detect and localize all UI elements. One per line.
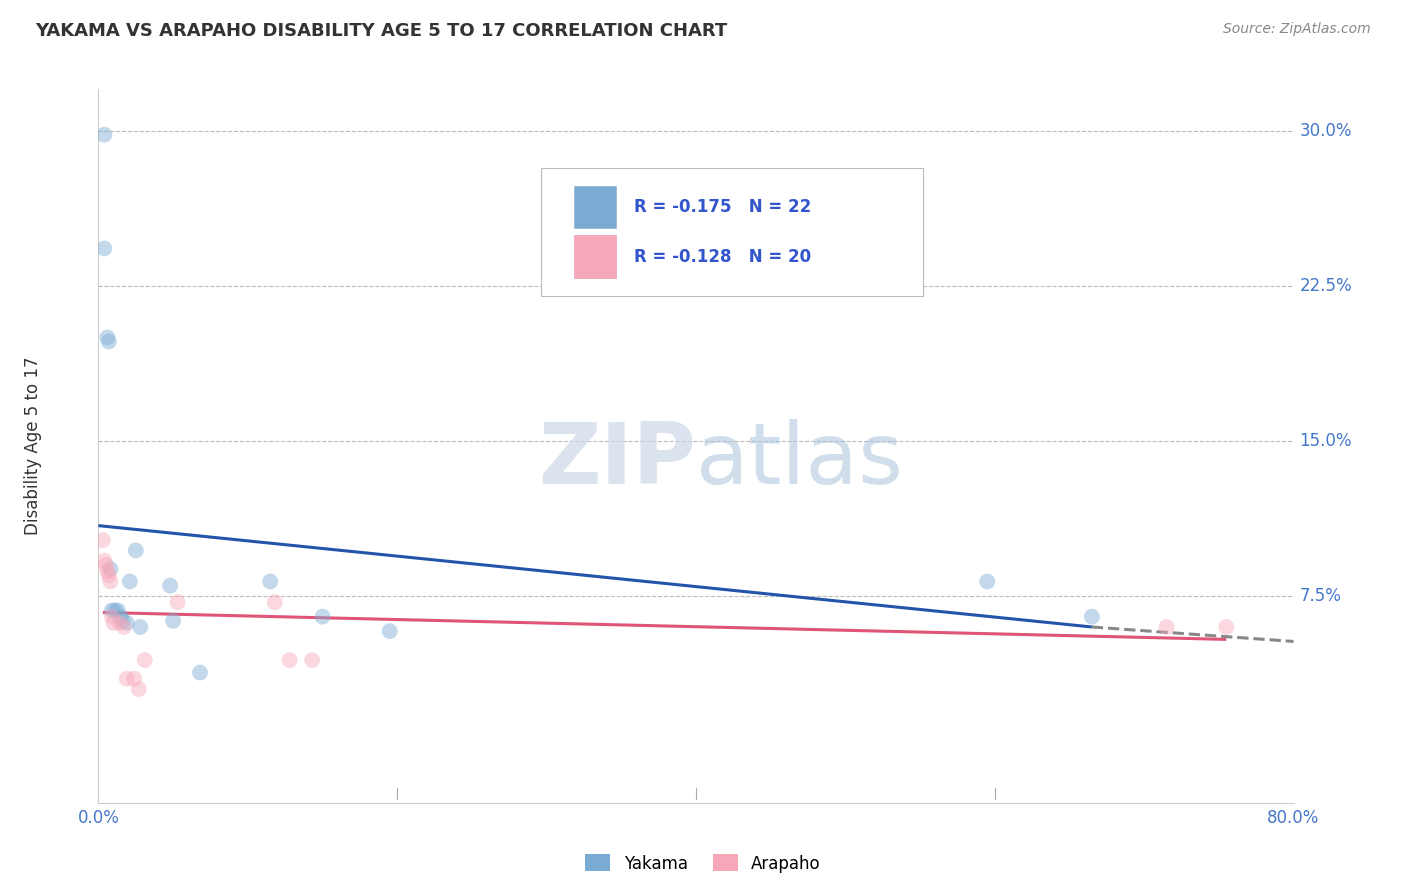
FancyBboxPatch shape [574, 235, 616, 278]
Point [259, 574, 281, 589]
Point [112, 620, 135, 634]
Text: atlas: atlas [696, 418, 904, 502]
Point [118, 574, 141, 589]
Point [115, 672, 138, 686]
Text: 80.0%: 80.0% [1267, 809, 1320, 827]
Point [125, 543, 148, 558]
Point [96, 564, 118, 578]
Text: 22.5%: 22.5% [1299, 277, 1353, 294]
FancyBboxPatch shape [574, 186, 616, 228]
Point [108, 615, 131, 630]
Point [101, 603, 124, 617]
Point [311, 609, 333, 624]
Point [101, 609, 124, 624]
Text: YAKAMA VS ARAPAHO DISABILITY AGE 5 TO 17 CORRELATION CHART: YAKAMA VS ARAPAHO DISABILITY AGE 5 TO 17… [35, 22, 727, 40]
Point [159, 579, 181, 593]
Point [124, 672, 146, 686]
Text: R = -0.128   N = 20: R = -0.128 N = 20 [634, 248, 811, 266]
Point [98, 562, 122, 576]
Text: 0.0%: 0.0% [77, 809, 120, 827]
Point [1215, 620, 1237, 634]
Point [378, 624, 401, 639]
Point [91, 533, 114, 548]
Point [128, 681, 150, 696]
Point [1156, 620, 1178, 634]
FancyBboxPatch shape [540, 168, 922, 296]
Point [129, 620, 152, 634]
Point [107, 603, 129, 617]
Point [97, 568, 120, 582]
Point [263, 595, 285, 609]
Point [97, 334, 120, 349]
Point [115, 615, 138, 630]
Point [93, 554, 115, 568]
Point [976, 574, 998, 589]
Point [301, 653, 323, 667]
Point [134, 653, 156, 667]
Point [94, 558, 117, 572]
Point [166, 595, 188, 609]
Point [278, 653, 301, 667]
Text: 7.5%: 7.5% [1299, 587, 1341, 605]
Text: 15.0%: 15.0% [1299, 432, 1353, 450]
Point [162, 614, 184, 628]
Point [1081, 609, 1104, 624]
Text: Disability Age 5 to 17: Disability Age 5 to 17 [24, 357, 42, 535]
Point [93, 128, 115, 142]
Point [104, 603, 127, 617]
Point [103, 615, 125, 630]
Point [111, 614, 134, 628]
Point [188, 665, 211, 680]
Point [98, 574, 122, 589]
Legend: Yakama, Arapaho: Yakama, Arapaho [579, 847, 827, 880]
Text: Source: ZipAtlas.com: Source: ZipAtlas.com [1223, 22, 1371, 37]
Text: 30.0%: 30.0% [1299, 121, 1353, 139]
Text: R = -0.175   N = 22: R = -0.175 N = 22 [634, 198, 811, 216]
Point [93, 242, 115, 256]
Point [96, 330, 118, 344]
Point [110, 609, 132, 624]
Text: ZIP: ZIP [538, 418, 696, 502]
